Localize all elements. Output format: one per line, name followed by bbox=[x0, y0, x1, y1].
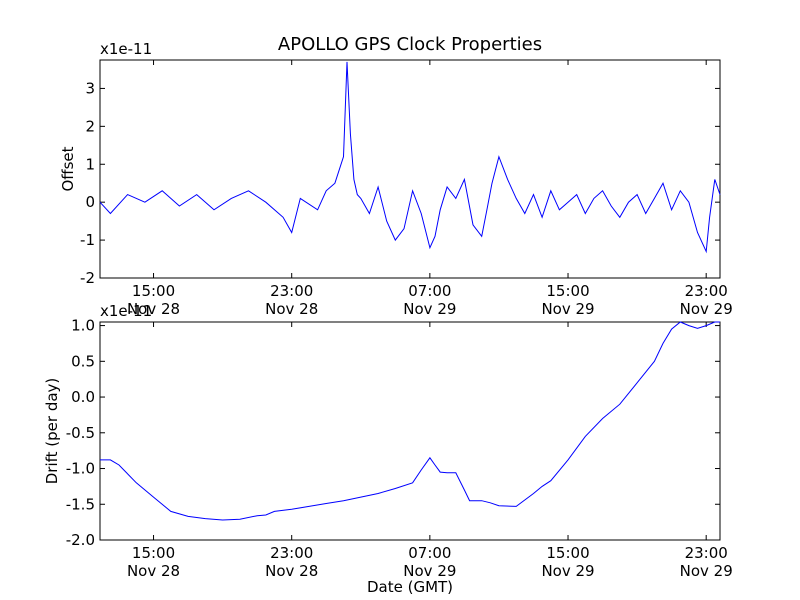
drift-xtick-date: Nov 29 bbox=[541, 562, 594, 580]
offset-xtick-time: 15:00 bbox=[132, 282, 175, 300]
drift-y-multiplier: x1e-11 bbox=[100, 302, 152, 320]
drift-xtick-time: 15:00 bbox=[132, 544, 175, 562]
offset-ytick-label: 2 bbox=[85, 117, 95, 135]
offset-xtick-time: 07:00 bbox=[408, 282, 451, 300]
offset-ytick-label: -2 bbox=[80, 269, 95, 287]
offset-ytick-label: 0 bbox=[85, 193, 95, 211]
offset-xtick-date: Nov 29 bbox=[680, 300, 733, 318]
drift-ytick-label: -1.5 bbox=[66, 495, 95, 513]
offset-xtick-time: 15:00 bbox=[546, 282, 589, 300]
drift-plot-area bbox=[99, 321, 721, 541]
drift-xtick-time: 07:00 bbox=[408, 544, 451, 562]
drift-series-line bbox=[100, 321, 720, 521]
drift-ytick-label: 0.0 bbox=[71, 388, 95, 406]
drift-xtick-date: Nov 29 bbox=[680, 562, 733, 580]
drift-ytick-label: 0.5 bbox=[71, 352, 95, 370]
drift-y-axis-label: Drift (per day) bbox=[43, 378, 61, 485]
offset-ytick-label: 3 bbox=[85, 79, 95, 97]
drift-xtick-date: Nov 28 bbox=[127, 562, 180, 580]
drift-xtick-time: 23:00 bbox=[685, 544, 728, 562]
figure-title: APOLLO GPS Clock Properties bbox=[278, 34, 542, 55]
offset-xtick-date: Nov 28 bbox=[127, 300, 180, 318]
drift-xtick-time: 23:00 bbox=[270, 544, 313, 562]
offset-ytick-label: -1 bbox=[80, 231, 95, 249]
drift-xtick-date: Nov 29 bbox=[403, 562, 456, 580]
drift-ytick-label: 1.0 bbox=[71, 317, 95, 335]
offset-ytick-label: 1 bbox=[85, 155, 95, 173]
offset-y-axis-label: Offset bbox=[59, 146, 77, 191]
offset-plot-area bbox=[99, 59, 721, 279]
drift-x-axis-label: Date (GMT) bbox=[367, 578, 453, 596]
offset-y-multiplier: x1e-11 bbox=[100, 40, 152, 58]
drift-ytick-label: -2.0 bbox=[66, 531, 95, 549]
drift-ytick-label: -1.0 bbox=[66, 460, 95, 478]
drift-xtick-date: Nov 28 bbox=[265, 562, 318, 580]
drift-xtick-time: 15:00 bbox=[546, 544, 589, 562]
offset-xtick-time: 23:00 bbox=[685, 282, 728, 300]
drift-ytick-label: -0.5 bbox=[66, 424, 95, 442]
offset-xtick-date: Nov 29 bbox=[541, 300, 594, 318]
offset-xtick-date: Nov 28 bbox=[265, 300, 318, 318]
offset-series-line bbox=[99, 61, 721, 254]
offset-xtick-date: Nov 29 bbox=[403, 300, 456, 318]
offset-xtick-time: 23:00 bbox=[270, 282, 313, 300]
